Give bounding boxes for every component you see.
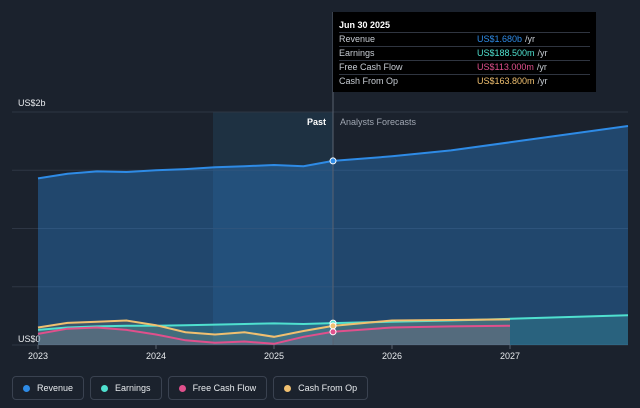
tooltip-row-label: Earnings <box>339 48 375 58</box>
x-tick-label: 2024 <box>146 351 166 361</box>
legend-item-earnings[interactable]: Earnings <box>90 376 162 400</box>
x-tick-label: 2027 <box>500 351 520 361</box>
legend-dot-icon <box>178 384 186 392</box>
legend-dot-icon <box>23 384 30 392</box>
legend-item-revenue[interactable]: Revenue <box>12 376 85 400</box>
legend-dot-icon <box>101 384 109 392</box>
x-tick-label: 2026 <box>382 351 402 361</box>
tooltip-row-label: Revenue <box>339 34 376 44</box>
free-cash-flow-area <box>38 325 510 345</box>
legend-label: Cash From Op <box>298 383 358 393</box>
legend-label: Free Cash Flow <box>192 383 257 393</box>
cash-from-op-highlight-point <box>329 322 337 330</box>
tooltip-row-label: Cash From Op <box>339 76 399 86</box>
tooltip-row-value: US$113.000m <box>477 62 534 72</box>
tooltip-row-unit: /yr <box>537 76 548 86</box>
forecast-label: Analysts Forecasts <box>340 117 417 127</box>
cash-from-op-line <box>37 318 511 338</box>
legend: Revenue Earnings Free Cash Flow Cash Fro… <box>12 376 369 400</box>
tooltip-row-cash-from-op: Cash From Op US$163.800m /yr <box>339 74 590 88</box>
legend-item-free-cash-flow[interactable]: Free Cash Flow <box>167 376 268 400</box>
x-tick-label: 2023 <box>28 351 48 361</box>
tooltip-row-unit: /yr <box>536 62 547 72</box>
x-tick-label: 2025 <box>264 351 284 361</box>
legend-label: Earnings <box>115 383 151 393</box>
tooltip-row-unit: /yr <box>537 48 548 58</box>
legend-item-cash-from-op[interactable]: Cash From Op <box>273 376 369 400</box>
tooltip-row-unit: /yr <box>525 34 536 44</box>
tooltip-row-free-cash-flow: Free Cash Flow US$113.000m /yr <box>339 60 590 74</box>
legend-dot-icon <box>284 384 292 392</box>
free-cash-flow-highlight-point <box>329 328 337 336</box>
y-axis-top-label: US$2b <box>18 98 46 108</box>
tooltip-date: Jun 30 2025 <box>339 20 391 30</box>
tooltip-row-revenue: Revenue US$1.680b /yr <box>339 32 590 46</box>
y-axis-bottom-label: US$0 <box>18 334 41 344</box>
tooltip-row-earnings: Earnings US$188.500m /yr <box>339 46 590 60</box>
tooltip: Jun 30 2025 Revenue US$1.680b /yr Earnin… <box>333 12 596 92</box>
revenue-highlight-point <box>329 157 337 165</box>
tooltip-row-label: Free Cash Flow <box>339 62 403 72</box>
chart: US$2b US$0 Past Analysts Forecasts 2023 2024 2… <box>12 12 629 361</box>
tooltip-row-value: US$163.800m <box>477 76 535 86</box>
revenue-line <box>37 125 629 180</box>
legend-label: Revenue <box>37 383 74 393</box>
tooltip-row-value: US$188.500m <box>477 48 535 58</box>
free-cash-flow-line <box>37 324 511 345</box>
past-label: Past <box>307 117 326 127</box>
tooltip-row-value: US$1.680b <box>477 34 523 44</box>
